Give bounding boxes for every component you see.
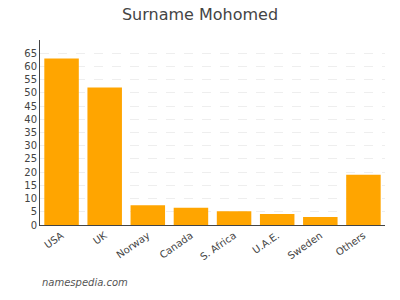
- svg-text:50: 50: [24, 87, 37, 98]
- svg-text:5: 5: [31, 206, 37, 217]
- svg-text:65: 65: [24, 48, 37, 59]
- svg-text:15: 15: [24, 180, 37, 191]
- svg-text:U.A.E.: U.A.E.: [250, 230, 281, 256]
- svg-text:40: 40: [24, 114, 37, 125]
- svg-text:35: 35: [24, 127, 37, 138]
- svg-text:55: 55: [24, 74, 37, 85]
- svg-text:25: 25: [24, 153, 37, 164]
- svg-text:45: 45: [24, 101, 37, 112]
- svg-text:10: 10: [24, 193, 37, 204]
- svg-text:Surname Mohomed: Surname Mohomed: [122, 5, 278, 24]
- svg-text:Sweden: Sweden: [286, 230, 325, 262]
- svg-text:Norway: Norway: [114, 230, 151, 261]
- svg-text:USA: USA: [42, 230, 65, 251]
- svg-text:UK: UK: [91, 229, 109, 246]
- svg-text:Canada: Canada: [157, 230, 194, 261]
- svg-text:namespedia.com: namespedia.com: [42, 277, 128, 288]
- svg-text:0: 0: [31, 220, 37, 231]
- svg-text:S. Africa: S. Africa: [198, 230, 238, 263]
- svg-text:30: 30: [24, 140, 37, 151]
- svg-text:20: 20: [24, 167, 37, 178]
- svg-text:Others: Others: [334, 230, 368, 258]
- svg-text:60: 60: [24, 61, 37, 72]
